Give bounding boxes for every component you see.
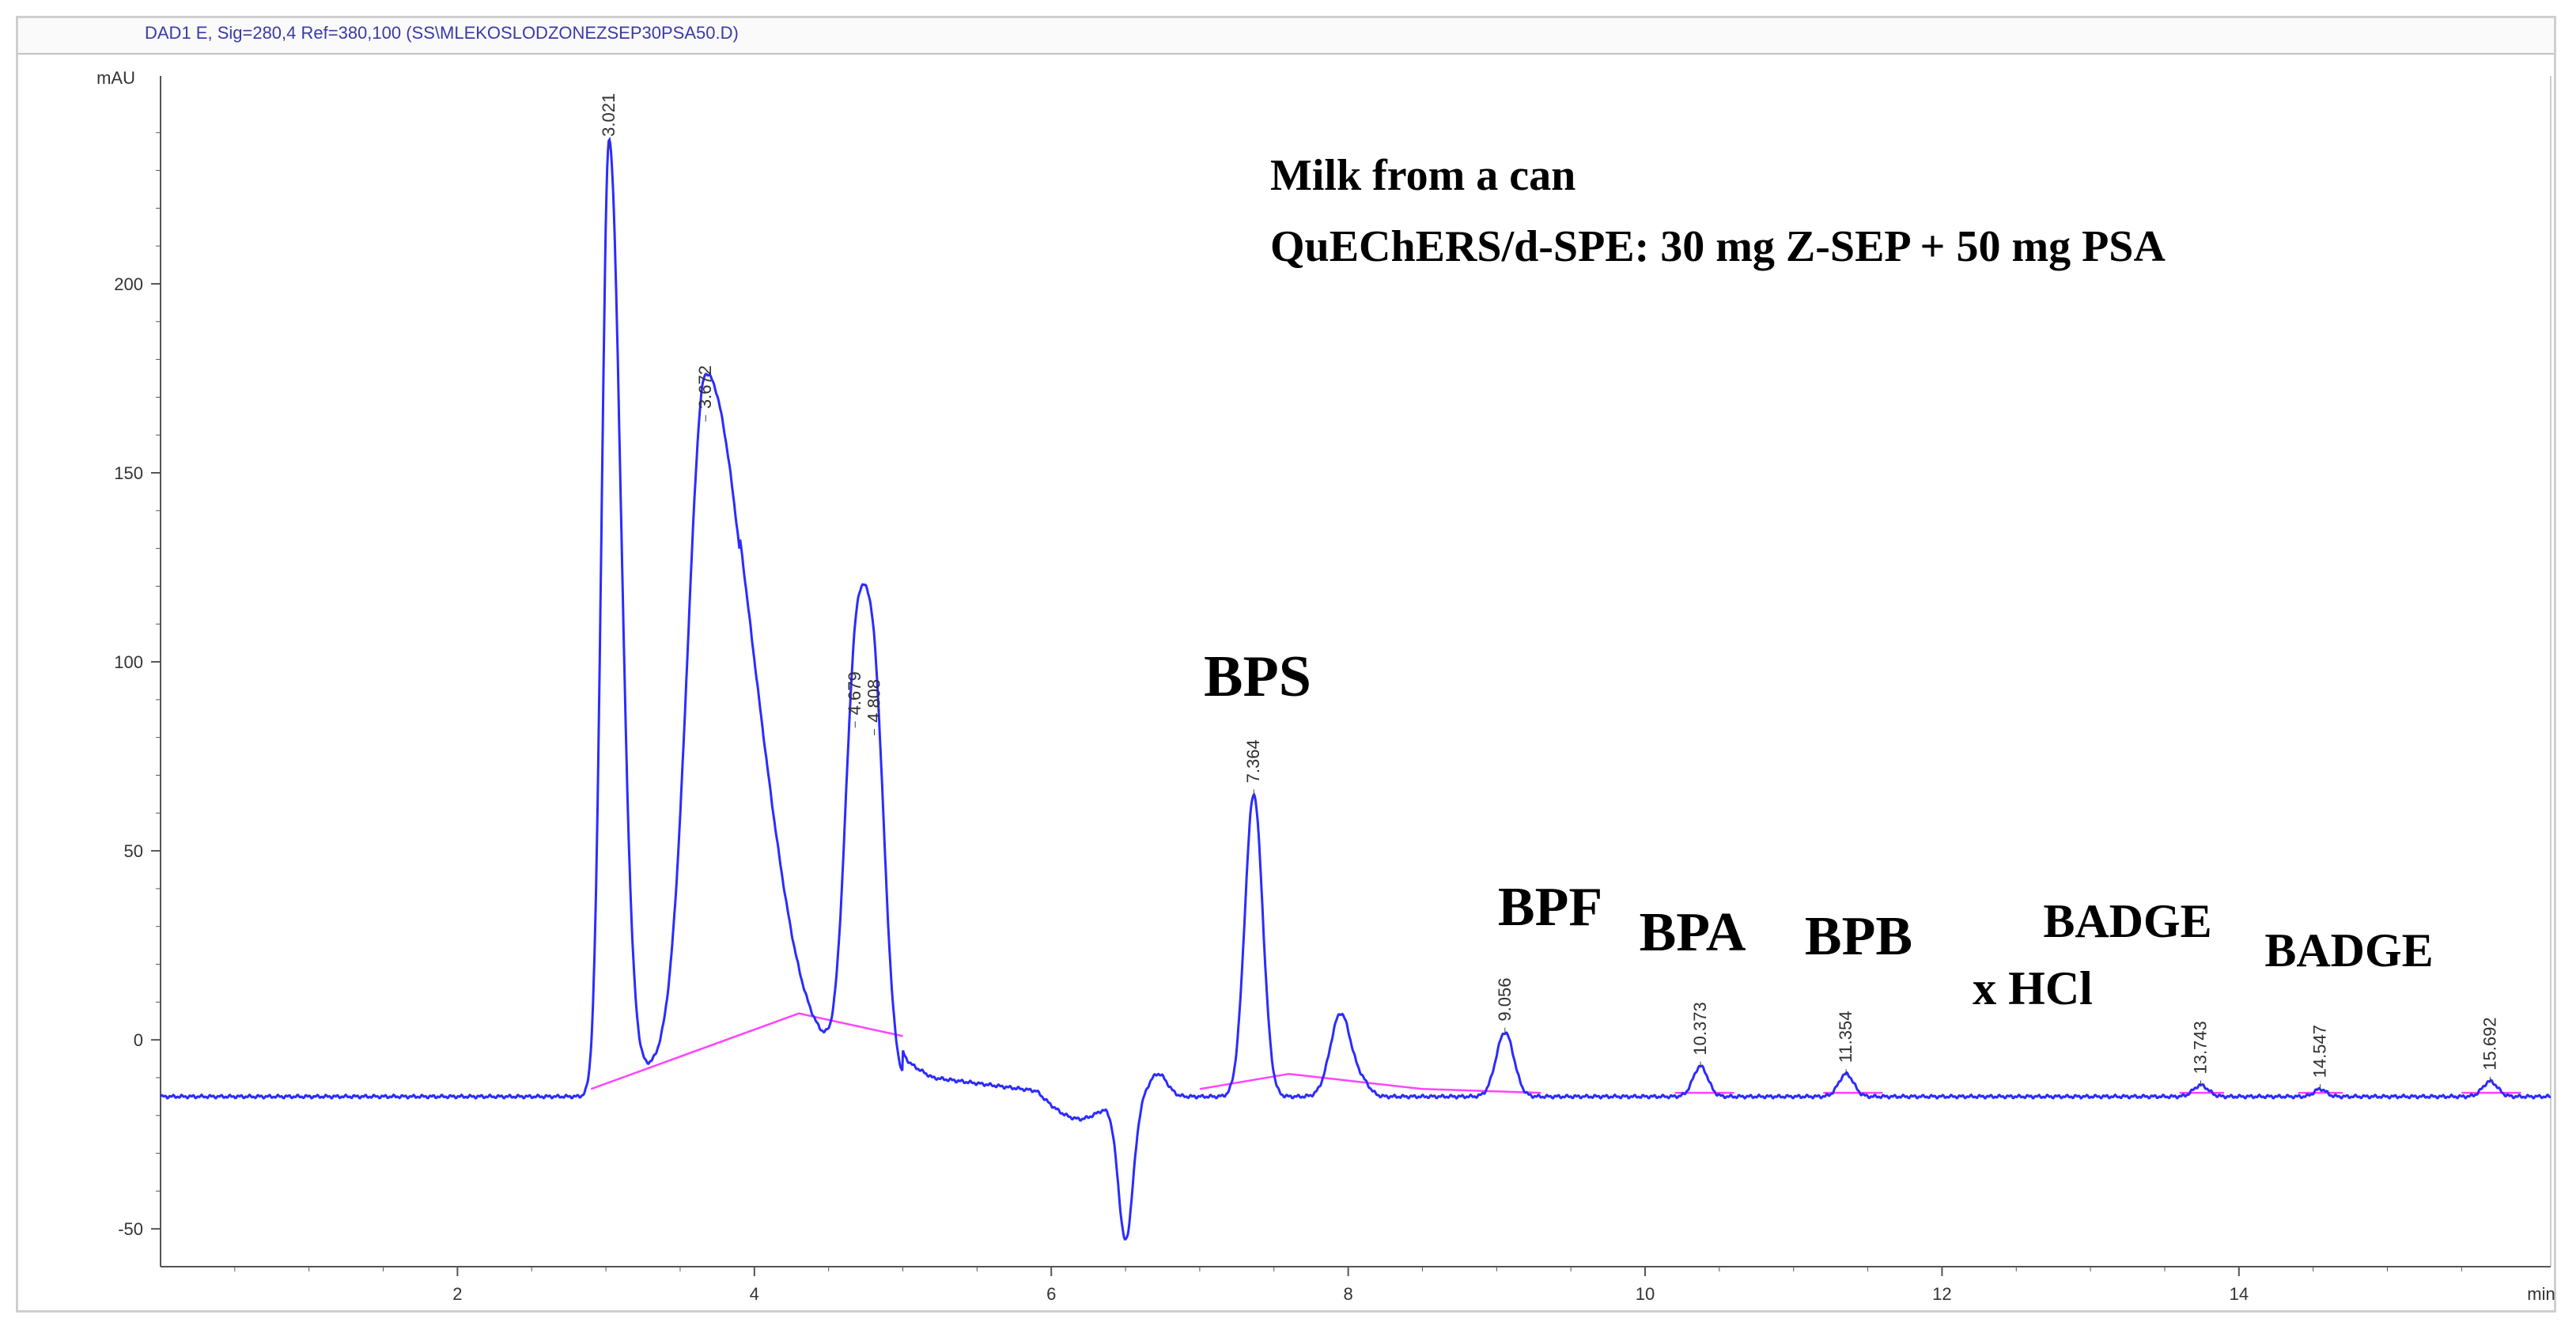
peak-rt-label: 3.021: [599, 93, 618, 137]
compound-label: x HCl: [1973, 962, 2093, 1014]
compound-label: BPS: [1204, 644, 1311, 709]
x-tick-label: 14: [2230, 1284, 2249, 1304]
peak-rt-label: 13.743: [2191, 1021, 2211, 1074]
peak-rt-label: 14.547: [2309, 1025, 2329, 1078]
peak-rt-label: 15.692: [2480, 1017, 2499, 1070]
peak-rt-label: 9.056: [1495, 978, 1515, 1022]
peak-rt-label: 4.808: [864, 679, 883, 723]
peak-labels: 3.021 3.672 4.679 4.808 7.364 9.056 10.373 11.3…: [599, 93, 2499, 1091]
y-tick-label: -50: [118, 1219, 143, 1239]
x-tick-label: 4: [750, 1284, 759, 1304]
compound-label: BADGE: [2043, 895, 2211, 947]
x-tick-label: 2: [452, 1284, 462, 1304]
integration-baseline: [1199, 1072, 1541, 1094]
y-axis-label: mAU: [96, 68, 135, 88]
signal-header-text: DAD1 E, Sig=280,4 Ref=380,100 (SS\MLEKOS…: [145, 23, 739, 43]
y-tick-label: 200: [114, 274, 143, 294]
signal-trace: [159, 136, 2551, 1241]
integration-baseline: [590, 1012, 903, 1090]
annotation-line-2: QuEChERS/d-SPE: 30 mg Z-SEP + 50 mg PSA: [1270, 222, 2166, 271]
y-tick-label: 150: [114, 463, 143, 483]
peak-rt-label: 3.672: [695, 365, 715, 409]
x-tick-label: 8: [1343, 1284, 1352, 1304]
axes: -50 0 50 100 150 200 mAU 2 4 6 8 10 12 14 min: [96, 68, 2555, 1304]
x-tick-label: 12: [1932, 1284, 1951, 1304]
compound-label: BPB: [1805, 906, 1912, 967]
annotation-line-1: Milk from a can: [1270, 151, 1575, 200]
y-tick-label: 50: [124, 841, 143, 861]
annotations: Milk from a can QuEChERS/d-SPE: 30 mg Z-…: [1270, 151, 2166, 271]
peak-rt-label: 10.373: [1690, 1002, 1710, 1055]
compound-labels: BPS BPF BPA BPB BADGE x HCl BADGE: [1204, 644, 2434, 1014]
compound-label: BPA: [1640, 902, 1746, 963]
peak-rt-label: 11.354: [1836, 1011, 1855, 1063]
y-tick-label: 0: [134, 1030, 143, 1050]
integration-baselines: [590, 1012, 2521, 1094]
peak-rt-label: 4.679: [845, 671, 864, 715]
compound-label: BADGE: [2264, 924, 2433, 976]
compound-label: BPF: [1498, 877, 1602, 938]
signal-header-bar: DAD1 E, Sig=280,4 Ref=380,100 (SS\MLEKOS…: [18, 18, 2554, 55]
x-tick-label: 6: [1046, 1284, 1056, 1304]
x-axis-label: min: [2527, 1284, 2555, 1304]
y-tick-label: 100: [114, 652, 143, 672]
x-tick-label: 10: [1636, 1284, 1655, 1304]
peak-rt-label: 7.364: [1243, 739, 1263, 783]
